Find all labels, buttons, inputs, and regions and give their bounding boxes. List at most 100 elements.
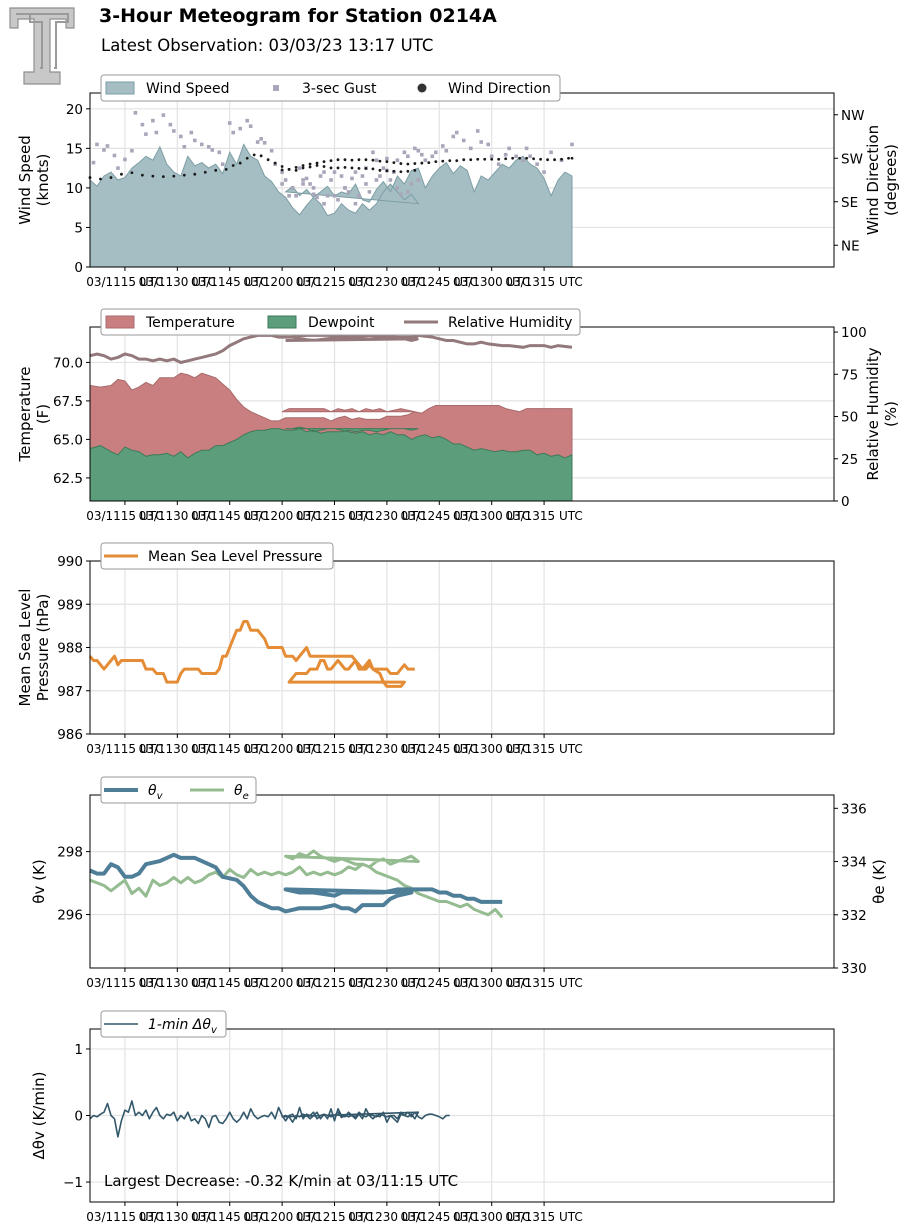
y-axis-label-line: Mean Sea Level: [16, 589, 34, 707]
legend-marker: [417, 83, 427, 93]
legend-label: 3-sec Gust: [302, 81, 377, 97]
legend-label: θe: [234, 783, 249, 802]
y-right-tick-label: 334: [841, 855, 867, 871]
y-tick-label: 15: [66, 141, 83, 157]
gust-marker: [210, 148, 215, 152]
legend: Wind Speed 3-sec Gust Wind Direction: [100, 74, 561, 102]
gust-marker: [535, 162, 539, 166]
gust-marker: [95, 142, 99, 147]
gust-marker: [507, 146, 511, 151]
gust-marker: [112, 153, 117, 158]
y-right-tick-label: 25: [841, 452, 858, 468]
gust-marker: [364, 182, 368, 186]
gust-marker: [395, 158, 400, 163]
wind-direction-marker: [427, 161, 431, 165]
wind-direction-marker: [511, 156, 515, 160]
gust-marker: [399, 192, 403, 197]
wind-direction-marker: [315, 164, 319, 167]
y-tick-label: 1: [74, 1042, 83, 1058]
wind-direction-marker: [120, 172, 123, 176]
x-tick-label: 03/1215 UTC: [296, 1210, 373, 1224]
wind-direction-marker: [350, 158, 354, 162]
wind-direction-marker: [259, 154, 263, 158]
gust-marker: [123, 157, 127, 162]
y-tick-label: 70.0: [53, 355, 83, 371]
wind-direction-marker: [308, 162, 312, 166]
gust-marker: [161, 113, 166, 117]
wind-direction-marker: [140, 173, 144, 177]
gust-marker: [406, 154, 410, 159]
gust-marker: [283, 178, 288, 182]
legend-item: 1-min Δθv: [104, 1017, 218, 1036]
x-tick-label: 03/1245 UTC: [401, 1210, 478, 1224]
x-tick-label: 03/1245 UTC: [401, 275, 478, 289]
gust-marker: [255, 140, 260, 144]
gust-marker: [172, 129, 176, 133]
gust-marker: [294, 194, 298, 198]
wind-direction-marker: [413, 162, 417, 165]
x-tick-label: 03/1200 UTC: [243, 976, 320, 990]
x-tick-label: 03/1115 UTC: [86, 976, 163, 990]
wind-direction-marker: [546, 158, 549, 162]
dewpoint-area: [89, 426, 573, 502]
wind-direction-marker: [448, 159, 452, 163]
theta-v-line: [89, 852, 503, 914]
gust-marker: [297, 166, 302, 170]
wind-direction-marker: [193, 172, 197, 176]
y-axis-label: Wind Speed(knots): [16, 135, 52, 225]
legend-label: Temperature: [145, 315, 235, 331]
legend: 1-min Δθv: [100, 1010, 227, 1038]
gust-marker: [304, 176, 309, 181]
x-tick-label: 03/1130 UTC: [139, 1210, 216, 1224]
wind-direction-marker: [455, 159, 459, 163]
legend-label: Wind Speed: [146, 81, 230, 97]
wind-direction-marker: [525, 156, 529, 160]
gust-marker: [395, 186, 400, 190]
y-right-axis-label-line: θe (K): [870, 859, 888, 904]
gust-marker: [220, 162, 225, 166]
y-tick-label: 298: [57, 845, 83, 861]
gust-marker: [374, 158, 379, 163]
gust-marker: [420, 152, 424, 157]
mslp-line: [88, 620, 415, 688]
wind-direction-marker: [224, 167, 228, 171]
y-axis-label-line: θv (K): [30, 859, 48, 903]
x-tick-label: 03/1245 UTC: [401, 742, 478, 756]
legend-label: Relative Humidity: [448, 315, 572, 331]
wind-direction-marker: [483, 157, 487, 161]
legend: θv θe: [100, 776, 257, 804]
x-tick-label: 03/1315 UTC: [505, 275, 582, 289]
x-tick-label: 03/1245 UTC: [401, 976, 478, 990]
gust-marker: [542, 170, 546, 174]
gust-marker: [479, 140, 484, 144]
gust-marker: [413, 146, 417, 151]
gust-marker: [206, 144, 211, 149]
gust-marker: [144, 132, 148, 136]
gust-marker: [524, 146, 529, 151]
y-axis-label-line: (knots): [34, 154, 52, 207]
x-tick-label: 03/1315 UTC: [505, 742, 582, 756]
gust-marker: [475, 129, 480, 133]
gust-marker: [311, 186, 316, 190]
wind-direction-marker: [308, 165, 312, 169]
x-tick-label: 03/1230 UTC: [348, 976, 425, 990]
x-tick-label: 03/1130 UTC: [139, 976, 216, 990]
legend-label: 1-min Δθv: [148, 1017, 218, 1036]
x-tick-label: 03/1315 UTC: [505, 1210, 582, 1224]
wind-direction-marker: [315, 161, 319, 165]
wind-direction-marker: [441, 159, 445, 163]
x-tick-label: 03/1115 UTC: [86, 742, 163, 756]
gust-marker: [440, 144, 445, 148]
gust-marker: [217, 150, 222, 155]
gust-marker: [549, 150, 553, 155]
legend: Mean Sea Level Pressure: [100, 542, 334, 570]
gust-marker: [381, 166, 386, 170]
gust-marker: [192, 138, 197, 143]
wind-direction-marker: [336, 166, 340, 170]
y-axis-label: Mean Sea LevelPressure (hPa): [16, 589, 52, 707]
legend-swatch: [267, 315, 297, 329]
y-right-tick-label: 75: [841, 367, 858, 383]
wind-direction-marker: [172, 174, 176, 178]
